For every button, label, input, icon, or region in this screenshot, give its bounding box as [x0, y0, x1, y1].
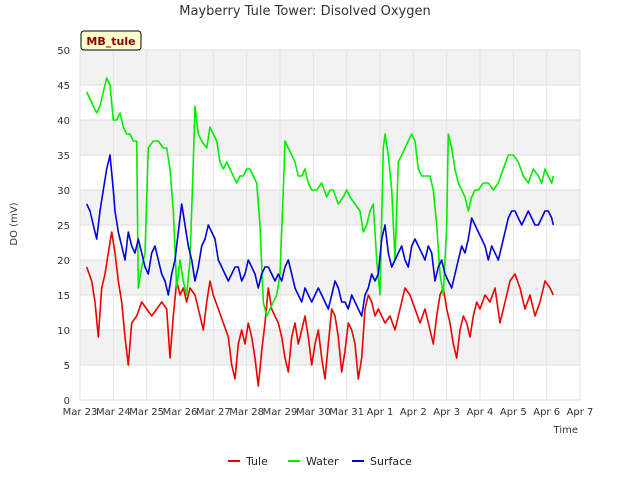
y-tick-label: 50: [57, 46, 70, 57]
x-tick-label: Mar 29: [263, 407, 298, 418]
x-tick-label: Apr 6: [533, 407, 560, 418]
y-axis-ticks: 0 5 10 15 20 25 30 35 40 45 50: [57, 46, 70, 407]
chart-title: Mayberry Tule Tower: Disolved Oxygen: [179, 4, 430, 19]
y-tick-label: 5: [64, 361, 70, 372]
x-tick-label: Mar 31: [329, 407, 364, 418]
x-tick-label: Apr 1: [367, 407, 394, 418]
series-layer: [85, 77, 555, 387]
legend-label-water: Water: [306, 455, 339, 468]
y-axis-label: DO (mV): [9, 202, 20, 245]
grid-band: [80, 330, 580, 365]
legend-label-tule: Tule: [245, 455, 268, 468]
grid-band: [80, 260, 580, 295]
site-tag-text: MB_tule: [86, 35, 135, 48]
y-tick-label: 35: [57, 151, 70, 162]
x-tick-label: Apr 4: [467, 407, 494, 418]
x-tick-label: Mar 25: [129, 407, 164, 418]
x-tick-label: Mar 28: [229, 407, 264, 418]
grid-band: [80, 120, 580, 155]
grid-band: [80, 50, 580, 85]
legend-label-surface: Surface: [370, 455, 412, 468]
x-tick-label: Apr 2: [400, 407, 427, 418]
x-tick-label: Mar 27: [196, 407, 231, 418]
x-tick-label: Mar 26: [163, 407, 198, 418]
series-line-tule: [85, 231, 555, 387]
x-axis-label: Time: [553, 425, 578, 436]
legend: Tule Water Surface: [228, 455, 412, 468]
x-tick-label: Apr 7: [567, 407, 594, 418]
series-line-surface: [85, 154, 555, 317]
y-tick-label: 30: [57, 186, 70, 197]
y-tick-label: 15: [57, 291, 70, 302]
y-tick-label: 40: [57, 116, 70, 127]
x-tick-label: Mar 23: [63, 407, 98, 418]
x-tick-label: Apr 3: [433, 407, 460, 418]
y-tick-label: 45: [57, 81, 70, 92]
y-tick-label: 0: [64, 396, 70, 407]
x-tick-label: Mar 30: [296, 407, 331, 418]
x-tick-label: Mar 24: [96, 407, 131, 418]
x-tick-label: Apr 5: [500, 407, 527, 418]
y-tick-label: 20: [57, 256, 70, 267]
y-tick-label: 25: [57, 221, 70, 232]
grid-band: [80, 190, 580, 225]
site-tag-annotation: MB_tule: [80, 30, 142, 51]
site-tag-box: [80, 30, 142, 51]
y-tick-label: 10: [57, 326, 70, 337]
series-line-water: [85, 77, 555, 317]
